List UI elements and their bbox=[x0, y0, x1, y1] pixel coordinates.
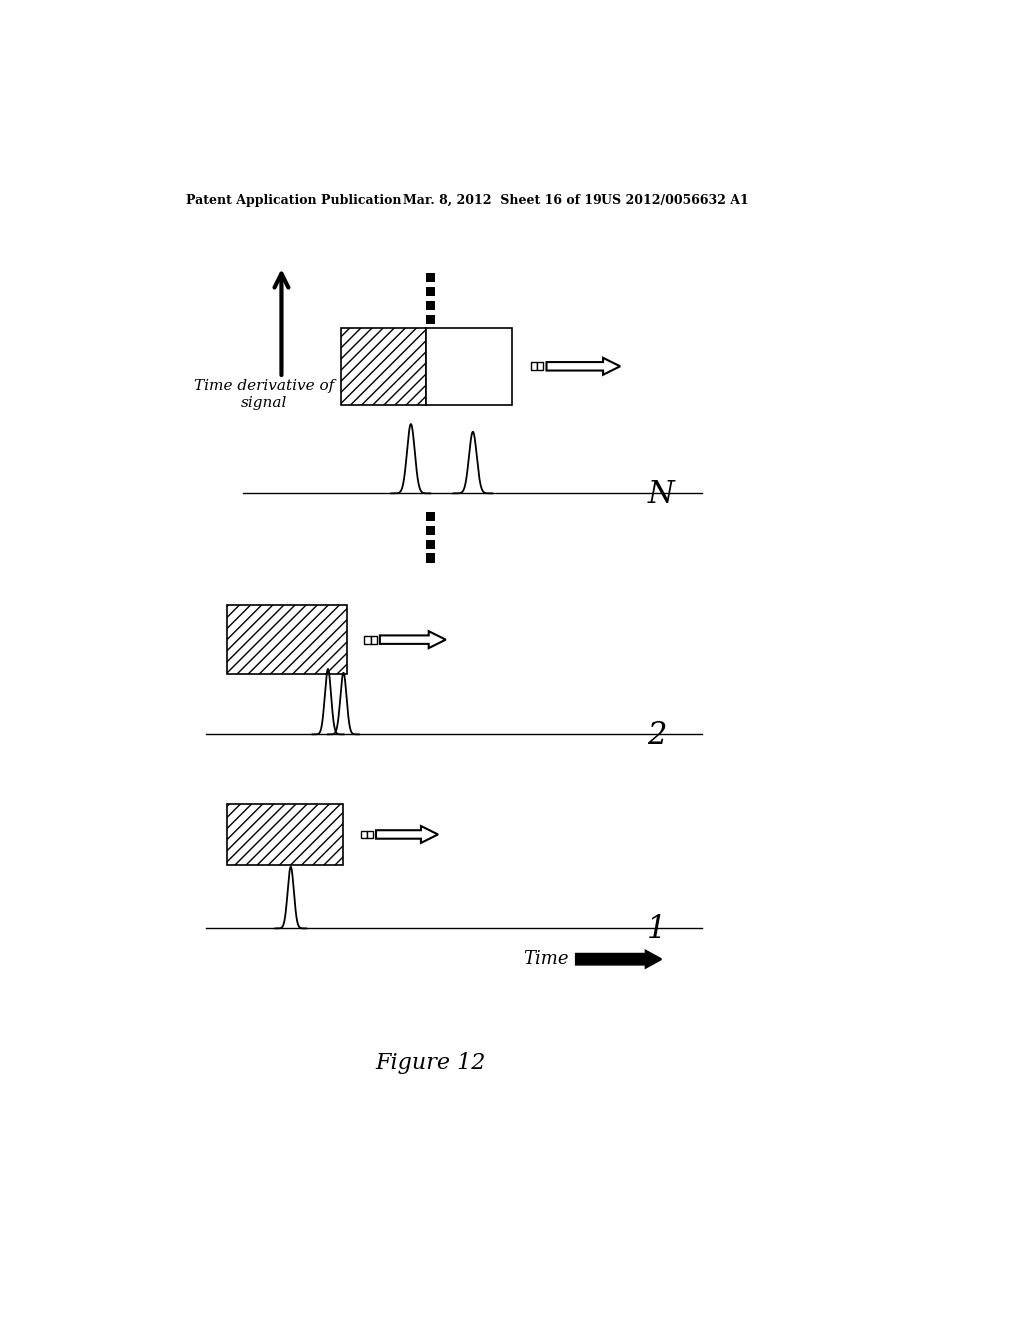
Bar bbox=[360, 830, 367, 838]
Bar bbox=[426, 286, 435, 296]
Text: N: N bbox=[647, 479, 674, 511]
Bar bbox=[538, 363, 544, 370]
Text: signal: signal bbox=[241, 396, 287, 411]
Bar bbox=[426, 314, 435, 323]
Bar bbox=[426, 512, 435, 521]
Text: US 2012/0056632 A1: US 2012/0056632 A1 bbox=[601, 194, 749, 207]
Bar bbox=[227, 605, 347, 675]
Text: Mar. 8, 2012  Sheet 16 of 19: Mar. 8, 2012 Sheet 16 of 19 bbox=[403, 194, 602, 207]
Text: Patent Application Publication: Patent Application Publication bbox=[186, 194, 401, 207]
Bar bbox=[341, 327, 426, 405]
Bar bbox=[426, 327, 512, 405]
Text: 2: 2 bbox=[647, 721, 667, 751]
Bar bbox=[365, 636, 371, 644]
Text: Time derivative of: Time derivative of bbox=[194, 379, 334, 392]
Text: Figure 12: Figure 12 bbox=[375, 1052, 485, 1074]
Bar bbox=[371, 636, 377, 644]
Bar bbox=[227, 804, 343, 866]
Bar bbox=[367, 830, 373, 838]
Bar bbox=[426, 525, 435, 535]
Text: 1: 1 bbox=[647, 915, 667, 945]
Bar bbox=[426, 553, 435, 562]
Bar bbox=[426, 273, 435, 282]
FancyArrow shape bbox=[575, 950, 662, 968]
Bar bbox=[426, 301, 435, 310]
Bar bbox=[531, 363, 538, 370]
Text: Time: Time bbox=[523, 950, 568, 968]
FancyArrow shape bbox=[376, 826, 438, 843]
Bar bbox=[426, 540, 435, 549]
FancyArrow shape bbox=[380, 631, 445, 648]
FancyArrow shape bbox=[547, 358, 621, 375]
